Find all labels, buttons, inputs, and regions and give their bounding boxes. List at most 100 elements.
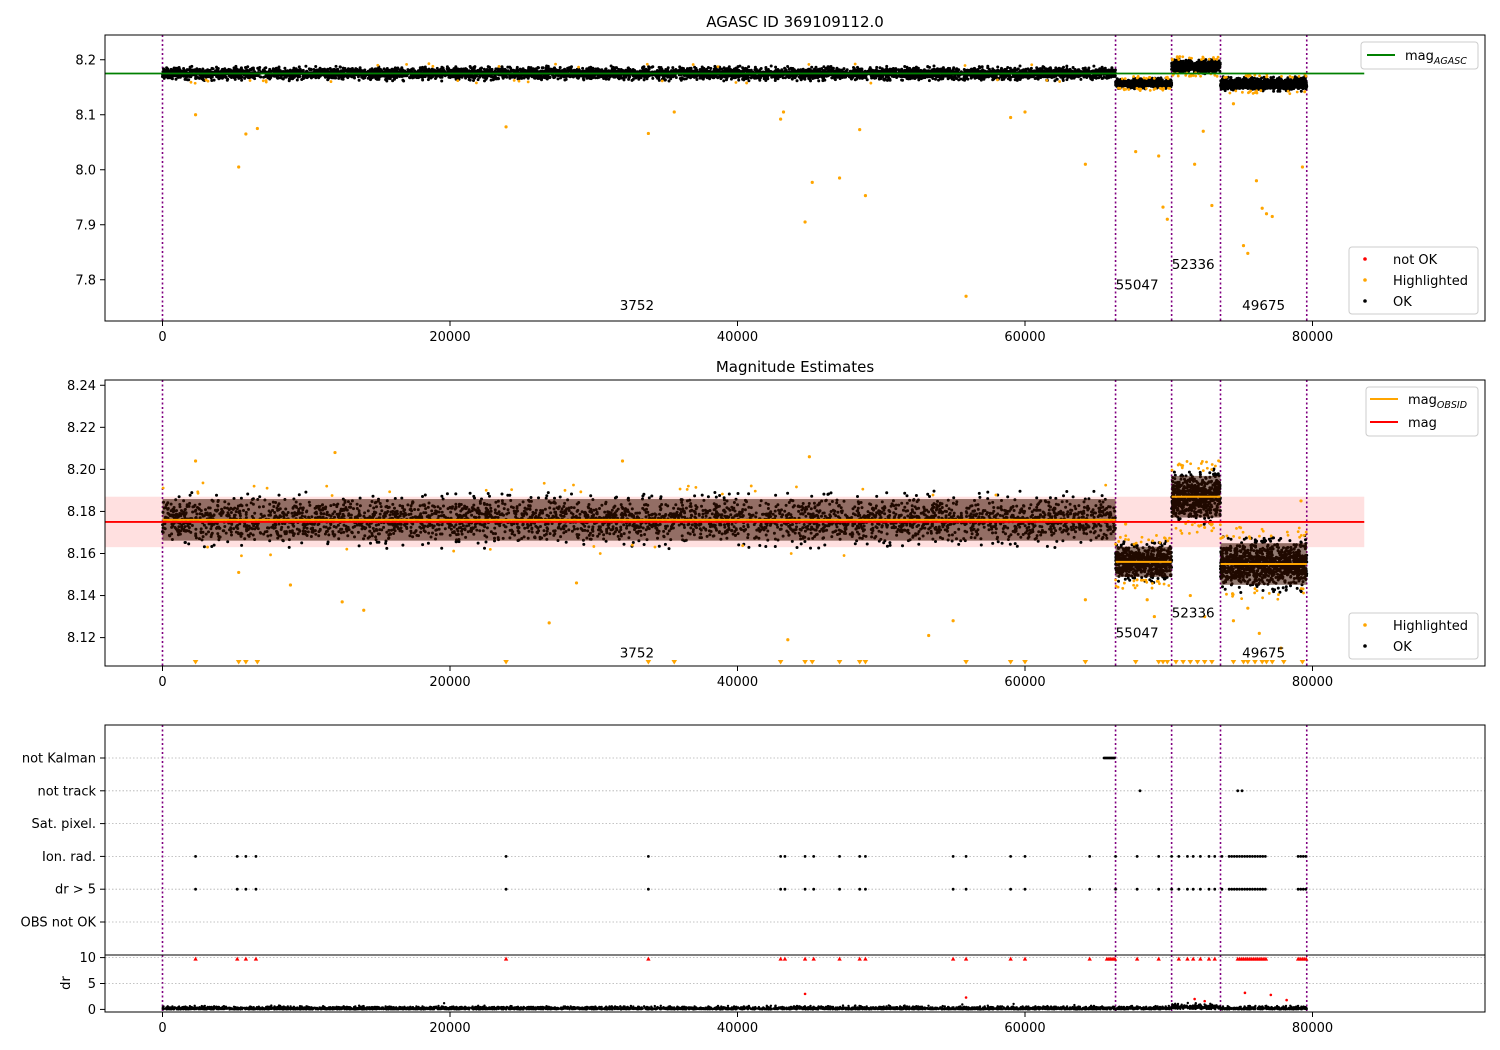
panel1-highlighted-point xyxy=(1176,74,1180,78)
panel1-highlighted-point xyxy=(1123,77,1127,81)
panel2-ytick-label: 8.20 xyxy=(67,463,96,478)
panel2-highlighted-point xyxy=(510,488,514,492)
panel3-flag-point xyxy=(1235,855,1239,858)
panel2-highlighted-point xyxy=(1166,539,1170,543)
panel2-below-axis-marker xyxy=(192,660,199,665)
panel2-highlighted-point xyxy=(1269,534,1273,538)
panel3-flag-point xyxy=(1235,887,1239,891)
panel2-highlighted-point xyxy=(789,552,793,555)
panel2-highlighted-point xyxy=(1155,534,1158,537)
panel2-below-axis-marker xyxy=(862,660,869,665)
panel1-ytick-label: 8.0 xyxy=(75,163,96,178)
panel4-clipped-marker xyxy=(863,956,868,961)
panel2-highlighted-point xyxy=(1231,594,1234,598)
panel2-ytick-label: 8.24 xyxy=(67,379,96,394)
panel2-highlighted-point xyxy=(1218,523,1222,527)
panel3-flag-point xyxy=(1251,887,1254,891)
panel3-flag-point xyxy=(1198,887,1202,891)
panel1-highlighted-point xyxy=(1300,165,1305,169)
panel2-highlighted-point xyxy=(1253,591,1257,595)
panel2-highlighted-point xyxy=(1286,533,1290,537)
panel4-ytick-label: 10 xyxy=(79,951,96,966)
panel2-highlighted-point xyxy=(193,459,198,463)
panel4-ylabel: dr xyxy=(59,976,74,990)
panel4-clipped-marker xyxy=(1190,956,1196,961)
panel1-highlighted-point xyxy=(1160,87,1163,91)
panel1-highlighted-point xyxy=(1270,214,1274,219)
panel3-flag-point xyxy=(1304,855,1308,858)
panel2-highlighted-point xyxy=(1124,534,1128,538)
panel3-flag-point xyxy=(1114,855,1117,858)
panel3-flag-point xyxy=(254,887,258,891)
panel1-highlighted-point xyxy=(193,113,198,117)
panel1-highlighted-point xyxy=(1009,115,1013,120)
panel3-flag-point xyxy=(1170,855,1174,858)
panel1-highlighted-point xyxy=(803,220,807,224)
panel2-below-axis-marker xyxy=(1187,660,1194,665)
panel1-highlighted-point xyxy=(853,62,857,66)
panel3-flag-point xyxy=(254,855,258,858)
panel3-flag-point xyxy=(1236,789,1240,793)
panel1-highlighted-point xyxy=(745,81,749,85)
panel2-highlighted-point xyxy=(753,489,757,493)
panel2-highlighted-point xyxy=(1197,524,1201,528)
panel2-highlighted-point xyxy=(1147,538,1151,542)
panel2-xtick-label: 60000 xyxy=(1004,675,1045,690)
panel2-highlighted-point xyxy=(362,608,366,612)
panel2-highlighted-point xyxy=(927,633,931,638)
panel2-highlighted-point xyxy=(1152,614,1156,619)
panel1-highlighted-point xyxy=(1259,89,1263,92)
panel1-xtick-label: 80000 xyxy=(1292,330,1333,345)
panel1-highlighted-point xyxy=(1030,63,1034,67)
panel2-title: Magnitude Estimates xyxy=(716,358,874,376)
panel2-axes: 0 20000 40000 60000 80000 8.12 8.14 8.16 8.18 8.2… xyxy=(67,379,1486,690)
panel2-below-axis-marker xyxy=(1082,660,1089,665)
panel3-flag-point xyxy=(951,855,955,858)
panel4-clipped-marker xyxy=(1087,956,1092,961)
panel2-highlighted-point xyxy=(269,553,272,557)
panel1-highlighted-point xyxy=(1148,88,1152,92)
panel3-flag-point xyxy=(1261,887,1265,891)
panel2-highlighted-point xyxy=(1257,631,1261,636)
panel3-flag-point xyxy=(1186,855,1189,858)
panel4-clipped-marker xyxy=(1185,956,1190,961)
panel2-highlighted-point xyxy=(572,483,575,487)
panel2-highlighted-point xyxy=(1139,540,1143,544)
panel3-flag-point xyxy=(1253,855,1257,858)
panel2-highlighted-point xyxy=(547,621,551,625)
panel1-highlighted-point xyxy=(1260,206,1264,210)
panel2-highlighted-point xyxy=(345,547,349,551)
panel3-flag-point xyxy=(779,887,783,891)
panel1-highlighted-point xyxy=(456,79,460,83)
panel1-highlighted-point xyxy=(734,81,738,84)
panel2-highlighted-point xyxy=(1232,534,1236,538)
panel2-below-axis-marker xyxy=(1201,660,1208,665)
panel1-highlighted-point xyxy=(1264,212,1269,216)
panel2-below-axis-marker xyxy=(1022,660,1028,665)
panel2-highlighted-point xyxy=(1258,534,1261,538)
panel1-highlighted-point xyxy=(248,79,252,82)
panel2-xtick-label: 20000 xyxy=(429,675,470,690)
panel2-highlighted-point xyxy=(1140,535,1144,539)
panel3-flag-point xyxy=(1296,855,1300,858)
panel3-flag-point xyxy=(1240,789,1244,793)
panel2-below-axis-marker xyxy=(254,660,261,665)
panel1-highlighted-point xyxy=(1152,76,1156,80)
panel1-highlighted-point xyxy=(237,165,241,169)
panel3-flag-point xyxy=(779,855,783,858)
panel2-highlighted-point xyxy=(807,455,811,459)
panel2-below-axis-marker xyxy=(1299,660,1306,665)
panel3-flag-point xyxy=(951,887,955,891)
panel2-ytick-label: 8.14 xyxy=(67,589,96,604)
panel4-clipped-marker xyxy=(1112,956,1118,961)
panel2-highlighted-point xyxy=(1132,583,1135,587)
panel3-flag-point xyxy=(1177,887,1181,891)
panel1-xtick-label: 20000 xyxy=(429,330,470,345)
panel1-highlighted-point xyxy=(244,132,248,136)
panel2-highlighted-point xyxy=(1231,619,1236,623)
panel1-highlighted-point xyxy=(1240,90,1244,94)
panel2-frame-box xyxy=(104,379,1486,667)
panel2-highlighted-point xyxy=(1176,463,1180,467)
panel3-flag-point xyxy=(1009,855,1013,858)
